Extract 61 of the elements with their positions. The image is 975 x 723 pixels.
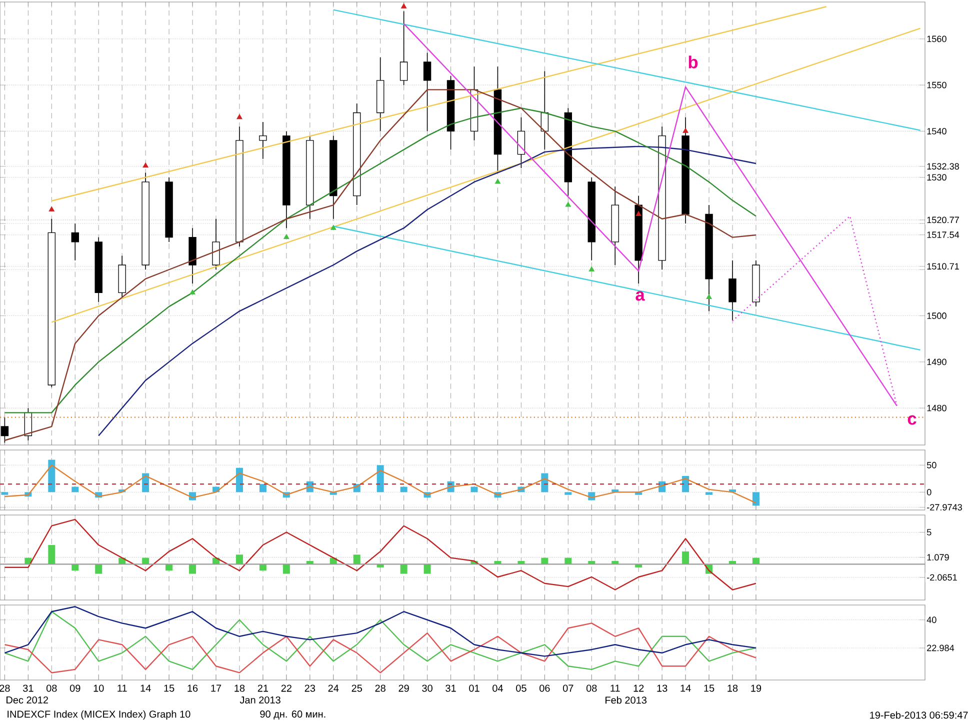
x-tick-label: 31 <box>446 684 456 692</box>
text: 90 дн. 60 мин. <box>260 710 326 720</box>
x-tick-label: 13 <box>657 684 668 692</box>
y-tick-label: 1560 <box>927 36 946 42</box>
x-tick-label: 04 <box>492 684 503 692</box>
text: INDEXCF Index (MICEX Index) Graph 10 <box>8 710 190 720</box>
x-tick-label: 08 <box>586 684 597 692</box>
x-tick-label: 21 <box>258 684 268 692</box>
y-tick-label: 1510.71 <box>927 263 959 270</box>
x-tick-label: 17 <box>211 684 222 692</box>
y-tick-label: 1550 <box>927 82 946 88</box>
y-tick-label: 1540 <box>927 128 946 134</box>
annotation: a <box>636 291 645 301</box>
text: Feb 2013 <box>606 696 647 704</box>
x-tick-label: 06 <box>540 684 550 692</box>
y-tick-label: 1490 <box>927 358 946 366</box>
x-tick-label: 01 <box>469 684 480 692</box>
text: 19-Feb-2013 06:59:47 <box>870 711 968 719</box>
y-tick-label: -27.9743 <box>927 504 962 510</box>
x-tick-label: 23 <box>304 684 316 692</box>
y-tick-label: 5 <box>926 529 932 536</box>
x-tick-label: 07 <box>562 684 574 692</box>
x-tick-label: 18 <box>728 684 738 692</box>
text: Jan 2013 <box>240 696 280 704</box>
x-tick-label: 05 <box>516 684 526 692</box>
x-tick-label: 28 <box>375 684 386 692</box>
text: Dec 2012 <box>6 696 48 704</box>
y-tick-label: 1530 <box>927 174 946 181</box>
y-tick-label: 1532.38 <box>927 163 959 170</box>
x-tick-label: 10 <box>94 684 104 692</box>
x-tick-label: 12 <box>634 684 644 692</box>
x-tick-label: 08 <box>46 684 57 692</box>
x-tick-label: 18 <box>234 684 245 692</box>
x-tick-label: 15 <box>704 684 714 692</box>
y-tick-label: 1.079 <box>927 554 949 561</box>
x-tick-label: 29 <box>398 684 409 692</box>
y-tick-label: 40 <box>926 616 936 624</box>
annotation: c <box>908 415 916 425</box>
y-tick-label: 50 <box>926 462 936 468</box>
x-tick-label: 11 <box>610 684 620 692</box>
x-tick-label: 11 <box>118 684 127 692</box>
x-tick-label: 09 <box>70 684 80 692</box>
x-tick-label: 31 <box>22 684 34 692</box>
y-tick-label: 1520.77 <box>927 216 959 224</box>
x-tick-label: 25 <box>352 684 362 692</box>
x-tick-label: 22 <box>281 684 292 692</box>
x-tick-label: 14 <box>680 684 691 692</box>
y-tick-label: 22.984 <box>927 644 954 652</box>
y-tick-label: 1480 <box>927 404 946 412</box>
x-tick-label: 19 <box>751 684 762 692</box>
y-tick-label: -2.0651 <box>927 574 957 581</box>
x-tick-label: 24 <box>328 684 339 692</box>
x-tick-label: 30 <box>422 684 432 692</box>
x-tick-label: 15 <box>164 684 174 692</box>
y-tick-label: 0 <box>926 488 932 496</box>
y-tick-label: 1517.54 <box>927 232 960 238</box>
x-tick-label: 16 <box>188 684 198 692</box>
annotation: b <box>688 56 698 68</box>
x-tick-label: 14 <box>140 684 151 692</box>
x-tick-label: 28 <box>0 684 10 692</box>
y-tick-label: 1500 <box>927 312 946 319</box>
